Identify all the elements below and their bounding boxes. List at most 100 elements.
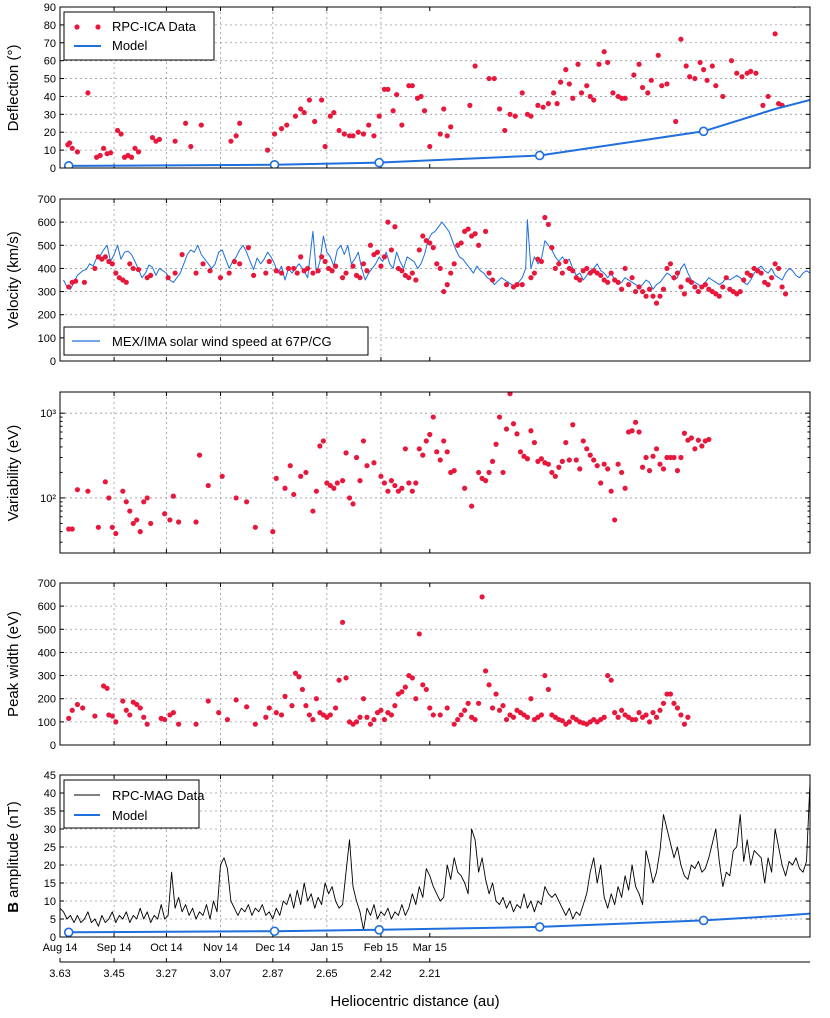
data-point xyxy=(409,675,415,681)
series-group xyxy=(60,782,810,937)
data-point xyxy=(552,265,558,272)
data-point xyxy=(80,705,86,711)
data-point xyxy=(416,631,422,637)
data-point xyxy=(306,712,313,718)
data-point xyxy=(639,84,646,91)
x-tick-label-date: Sep 14 xyxy=(97,942,132,954)
data-point xyxy=(346,495,353,501)
data-point xyxy=(458,712,464,718)
data-point xyxy=(659,83,665,89)
data-point xyxy=(313,696,319,702)
data-point xyxy=(291,265,297,272)
data-point xyxy=(371,133,377,139)
data-point xyxy=(287,463,293,469)
x-tick-label-date: Mar 15 xyxy=(413,942,447,954)
data-point xyxy=(716,293,722,299)
y-axis-label-b-rest: amplitude (nT) xyxy=(5,801,22,898)
data-point xyxy=(85,488,91,494)
data-point xyxy=(444,133,450,139)
x-axis-label-distance: Heliocentric distance (au) xyxy=(330,993,499,1010)
model-marker xyxy=(698,126,709,137)
data-point xyxy=(601,714,607,720)
data-point xyxy=(172,270,178,276)
data-point xyxy=(371,460,377,466)
data-point xyxy=(441,438,447,444)
data-point xyxy=(437,265,443,272)
data-point xyxy=(444,705,450,711)
data-point xyxy=(500,469,506,476)
data-point xyxy=(660,700,667,706)
data-point xyxy=(305,265,311,272)
data-point xyxy=(334,480,340,486)
data-point xyxy=(144,721,150,727)
data-point xyxy=(493,691,499,697)
data-point xyxy=(237,120,243,126)
data-point xyxy=(706,436,712,443)
data-point xyxy=(200,261,206,267)
data-point xyxy=(388,478,394,484)
data-point xyxy=(688,279,694,285)
data-point xyxy=(673,118,679,125)
data-point xyxy=(341,131,347,137)
legend-label-model: Model xyxy=(112,38,148,53)
data-point xyxy=(575,61,581,67)
panel-frame xyxy=(59,391,811,554)
legend-label-rpc-ica: RPC-ICA Data xyxy=(112,19,197,34)
y-tick-label: 80 xyxy=(44,20,56,32)
data-point xyxy=(591,97,597,103)
data-point xyxy=(319,97,325,103)
data-point xyxy=(542,214,548,221)
series-group xyxy=(63,214,810,306)
data-point xyxy=(709,63,715,69)
data-point xyxy=(528,428,534,434)
data-point xyxy=(512,113,518,119)
data-point xyxy=(465,226,471,232)
legend-marker-dot xyxy=(95,24,101,30)
legend-marker-dot xyxy=(74,24,80,30)
data-point xyxy=(551,90,557,96)
data-point xyxy=(779,284,785,290)
data-point xyxy=(320,438,326,444)
data-point xyxy=(584,446,590,452)
data-point xyxy=(315,268,321,274)
data-point xyxy=(570,268,576,274)
data-point xyxy=(664,265,670,272)
legend-b-amplitude: RPC-MAG Data Model xyxy=(63,779,205,829)
data-point xyxy=(298,254,304,260)
data-point xyxy=(549,469,555,476)
data-point xyxy=(636,710,642,716)
data-point xyxy=(496,106,503,112)
data-point xyxy=(381,480,388,486)
data-point xyxy=(233,133,239,139)
data-point xyxy=(385,488,391,494)
series-group xyxy=(63,7,810,168)
data-point xyxy=(399,689,405,695)
data-point xyxy=(441,106,447,112)
model-marker xyxy=(269,926,280,937)
data-point xyxy=(496,414,503,420)
data-point xyxy=(427,431,433,438)
data-point xyxy=(170,493,176,499)
data-point xyxy=(388,712,394,718)
data-point xyxy=(472,231,478,237)
data-point xyxy=(674,705,681,711)
data-point xyxy=(360,696,367,702)
data-point xyxy=(507,392,513,397)
y-tick-label: 10³ xyxy=(40,408,56,420)
data-point xyxy=(289,703,295,709)
data-point xyxy=(355,129,361,135)
data-point xyxy=(319,254,325,260)
model-marker xyxy=(269,159,280,168)
data-point xyxy=(531,439,538,446)
data-point xyxy=(493,441,499,447)
data-point xyxy=(500,703,506,709)
data-point xyxy=(97,152,103,159)
y-axis-label-variability: Variability (eV) xyxy=(5,425,22,521)
data-point xyxy=(444,282,450,288)
data-point xyxy=(434,261,440,267)
data-point xyxy=(357,478,363,484)
data-point xyxy=(409,270,415,276)
data-point xyxy=(559,270,565,276)
data-point xyxy=(437,131,443,137)
data-point xyxy=(278,712,285,718)
